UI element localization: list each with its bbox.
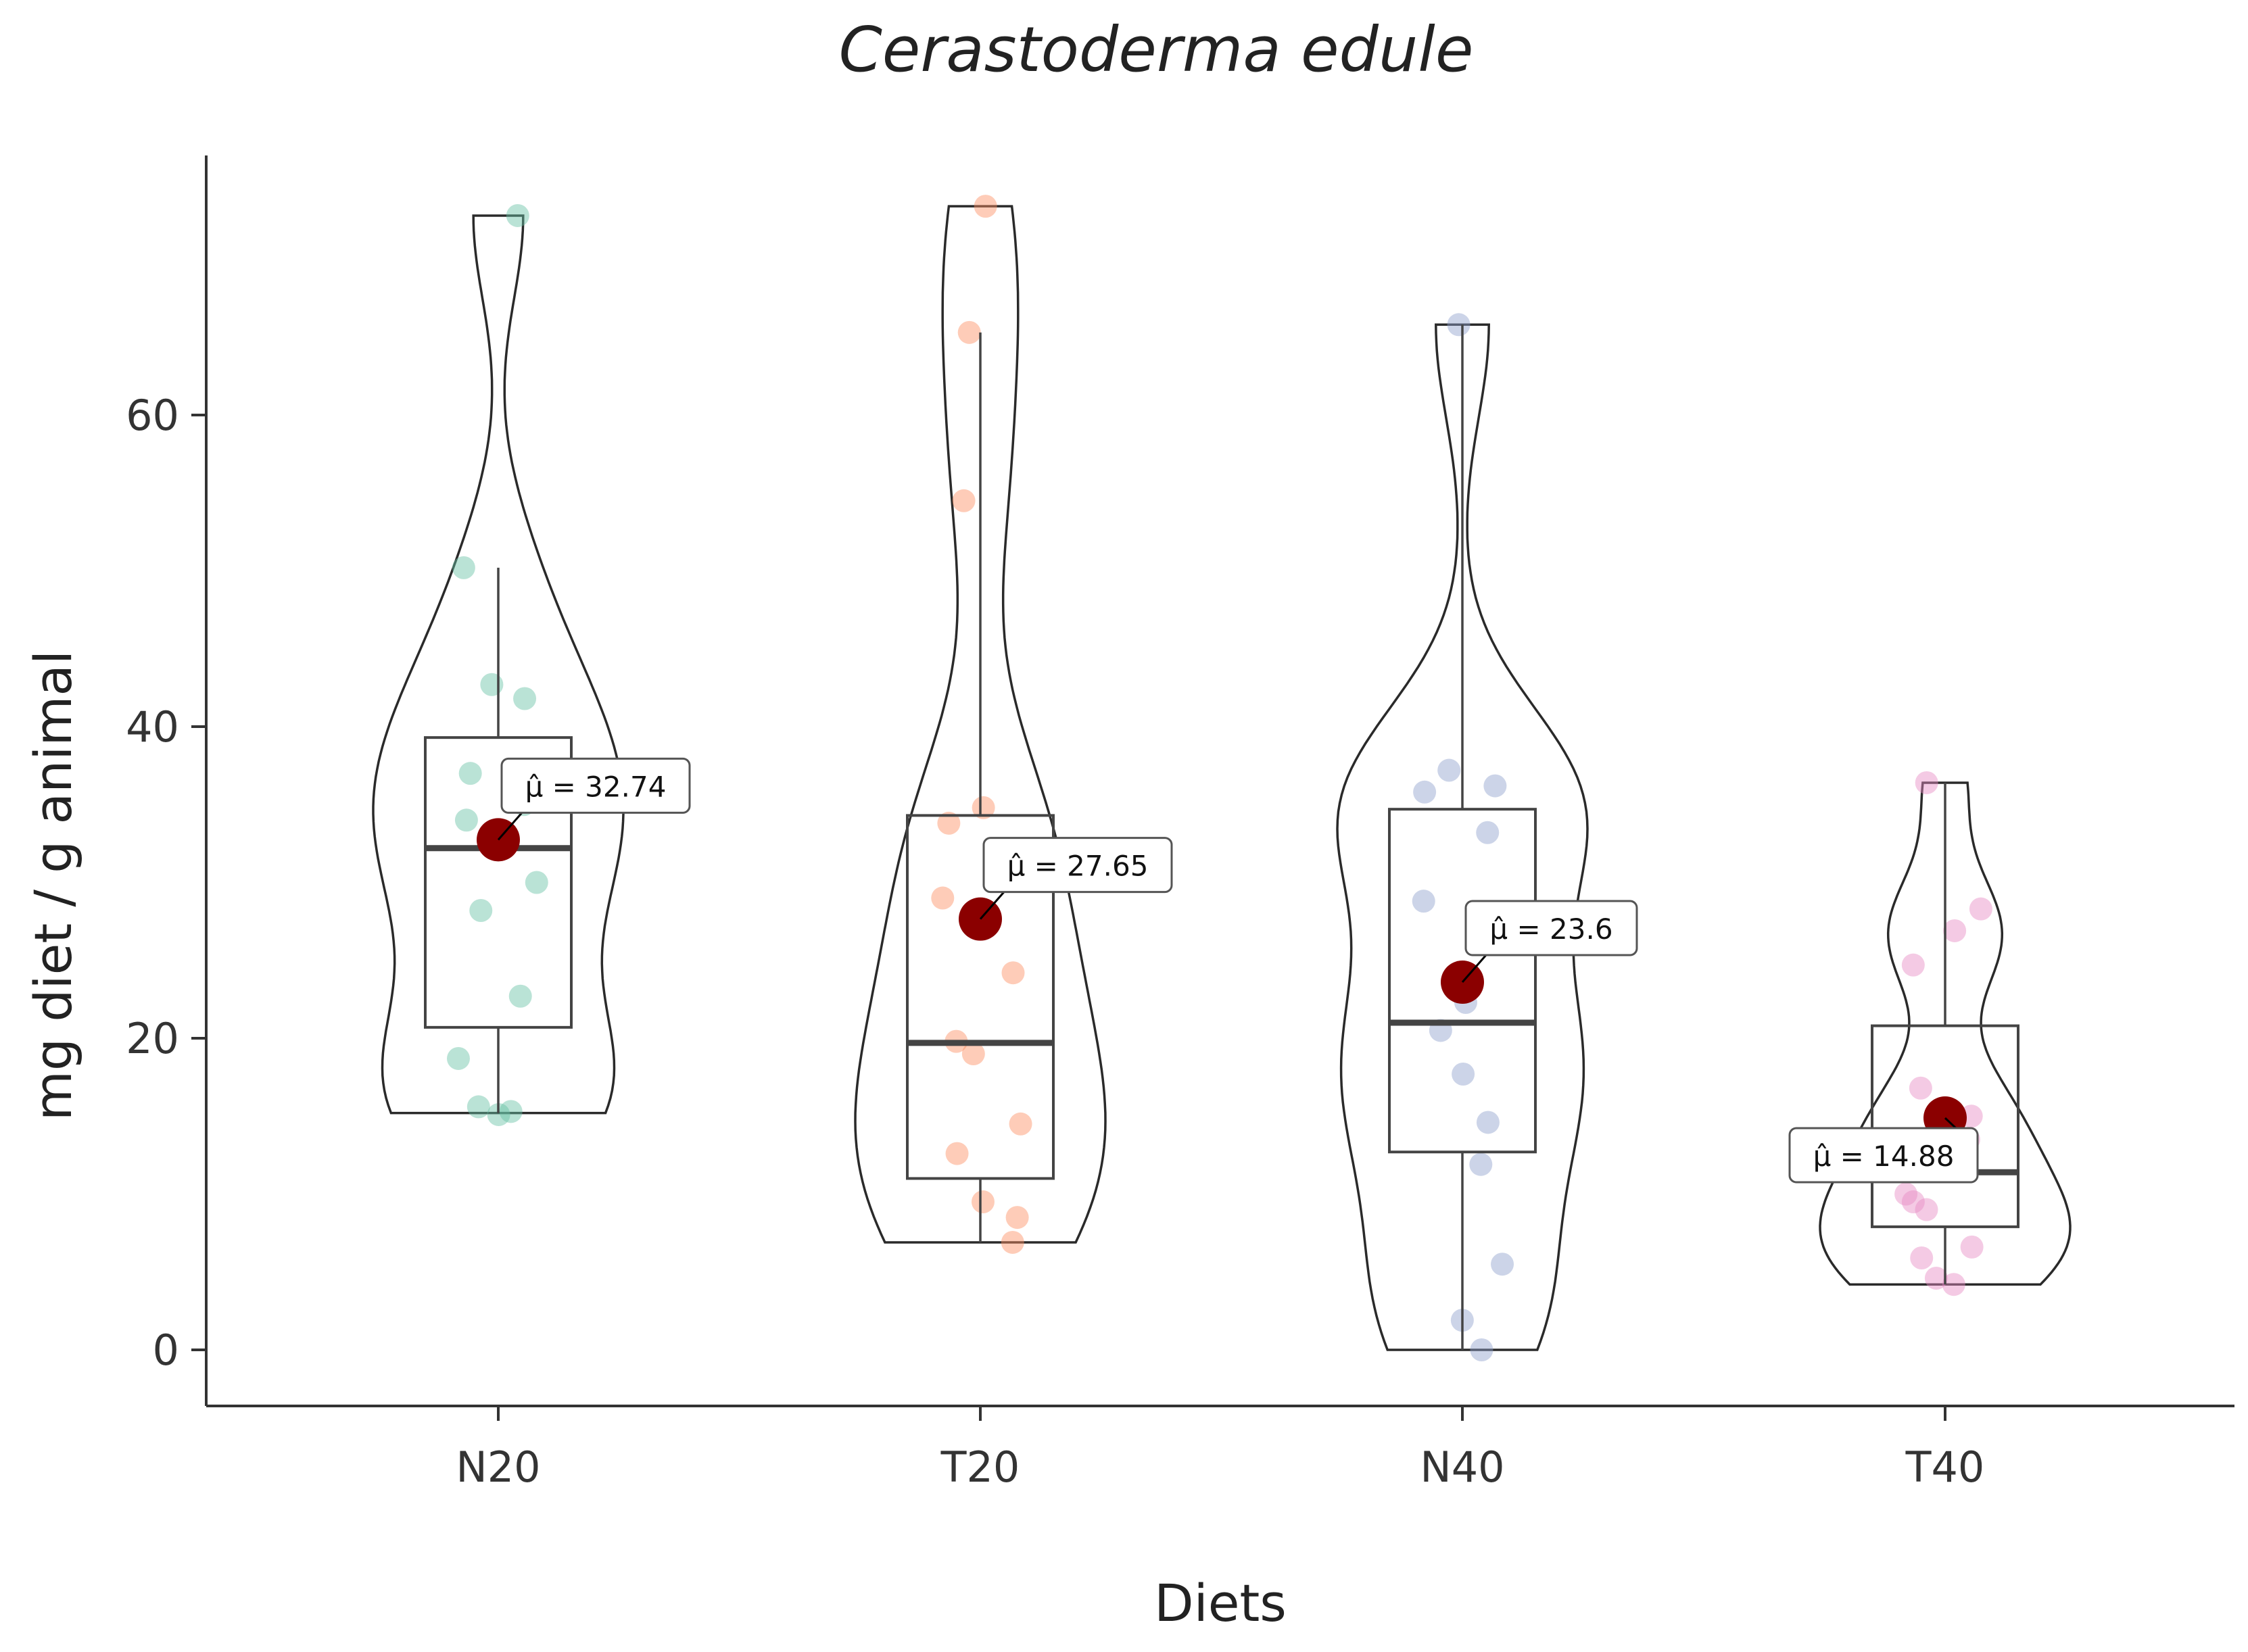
y-tick-label: 60 [126,391,179,440]
box-t20 [906,814,1055,1180]
mean-label-box [1464,900,1638,956]
data-point [1960,1235,1984,1259]
data-point [972,796,995,819]
chart-title: Cerastoderma edule [839,14,1474,86]
mean-label: μ̂ = 14.88 [1813,1140,1955,1173]
data-point [480,673,504,696]
data-point [1909,1076,1932,1100]
data-point [467,1095,490,1119]
mean-label: μ̂ = 27.65 [1007,850,1149,883]
box-n40 [1388,808,1537,1154]
data-point [1469,1152,1493,1176]
data-point [487,1102,510,1126]
data-point [952,489,976,512]
data-point [454,808,478,832]
data-point [499,1100,523,1123]
data-point [1491,1253,1514,1276]
group-t40: μ̂ = 14.88 [1788,771,2072,1296]
data-point [1447,313,1470,337]
data-point [931,886,955,910]
x-tick-label: N20 [456,1442,540,1492]
x-axis-title: Diets [1154,1573,1287,1633]
group-t20: μ̂ = 27.65 [854,195,1173,1254]
mean-label-leader [979,891,1005,920]
data-point [1943,919,1967,942]
data-point [1924,1266,1948,1290]
data-point [937,811,961,835]
data-point [506,203,529,227]
x-tick-label: T20 [940,1442,1020,1492]
y-axis-title: mg diet / g animal [23,650,83,1121]
data-point [1452,1063,1475,1086]
group-n20: μ̂ = 32.74 [372,203,691,1126]
violin-t20 [854,205,1107,1244]
data-point [1901,1190,1925,1214]
axes: 0 20 40 60 N20 T20 N40 T40 [126,155,2234,1492]
data-point [1910,1246,1934,1270]
box-t40 [1871,1024,2019,1228]
data-point [469,898,493,922]
mean-label-box [982,837,1173,894]
data-point [452,556,475,579]
data-point [961,1042,985,1066]
data-point [1001,1230,1024,1254]
mean-label: μ̂ = 23.6 [1489,913,1612,946]
data-point [1915,1198,1938,1221]
data-point [971,1190,995,1214]
data-point [458,762,482,785]
data-point [1476,1111,1500,1134]
plot-area: μ̂ = 32.74 μ̂ = 27.65 μ̂ = 23.6 μ̂ = 14.88 [372,195,2072,1361]
mean-label-box [1788,1127,1979,1184]
data-point [508,984,532,1008]
y-tick-label: 0 [153,1326,179,1375]
violin-n40 [1336,323,1589,1351]
data-point [1894,1182,1918,1206]
data-point [945,1142,969,1165]
data-point [957,320,981,344]
x-tick-label: T40 [1905,1442,1985,1492]
x-tick-label: N40 [1420,1442,1504,1492]
group-n40: μ̂ = 23.6 [1336,313,1638,1361]
mean-label-leader [497,812,523,841]
data-point [1001,961,1025,985]
mean-label-box [500,757,691,814]
data-point [1437,758,1461,782]
data-point [525,871,548,894]
data-point [446,1046,470,1070]
mean-label-leader [1461,954,1487,983]
box-n20 [424,736,573,1029]
data-point [1470,1338,1493,1361]
data-point [1915,771,1938,794]
data-point [1005,1206,1029,1230]
violin-t40 [1819,781,2072,1286]
data-point [974,195,997,218]
data-point [1942,1273,1965,1296]
mean-label: μ̂ = 32.74 [525,770,667,803]
data-point [1413,780,1437,804]
data-point [1901,953,1925,977]
data-point [1009,1112,1032,1136]
data-point [1483,774,1507,798]
data-point [1412,890,1435,913]
y-tick-label: 40 [126,702,179,752]
y-tick-label: 20 [126,1014,179,1063]
data-point [1969,897,1992,921]
data-point [513,687,537,710]
data-point [1476,821,1500,844]
